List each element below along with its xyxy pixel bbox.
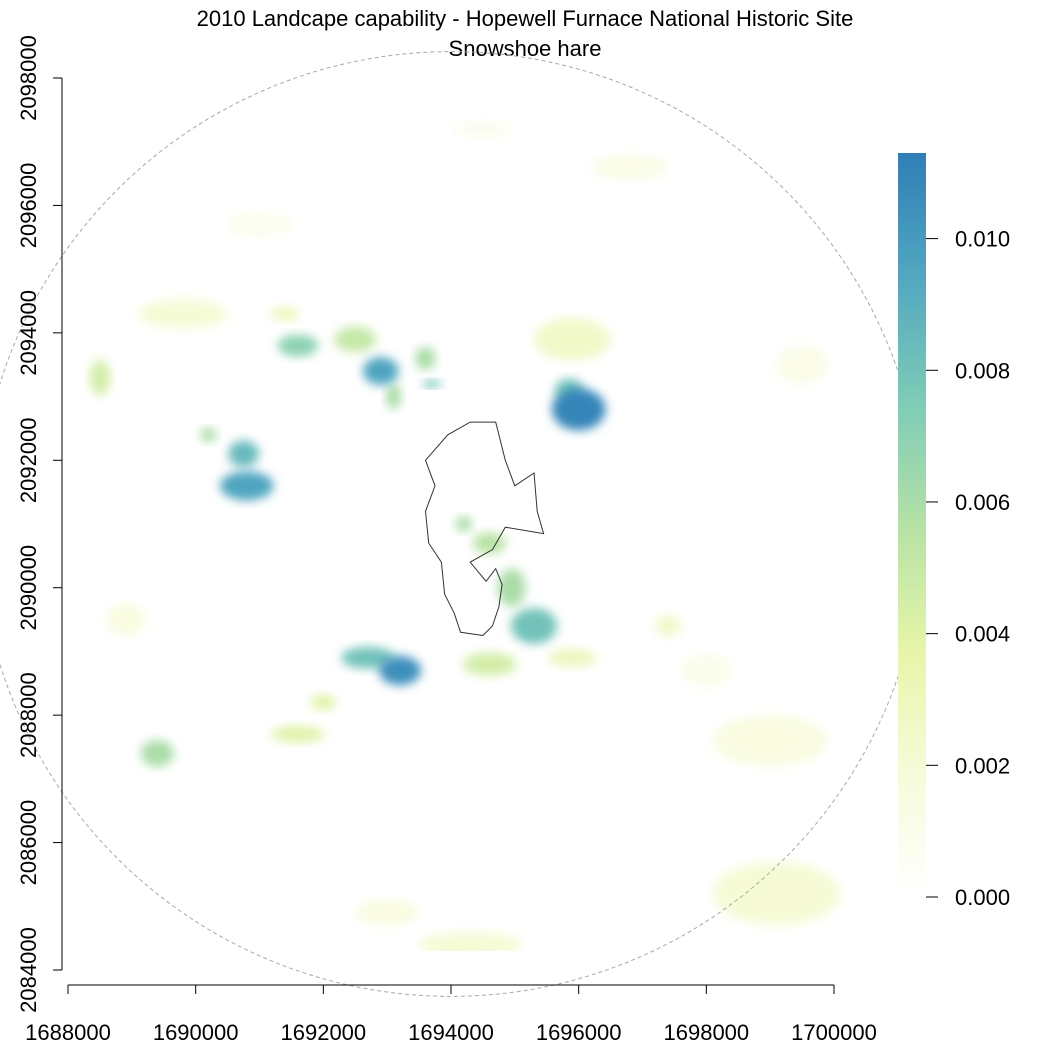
raster-patch-29 bbox=[341, 646, 395, 669]
raster-patch-23 bbox=[415, 346, 436, 370]
x-tick-label-3: 1694000 bbox=[408, 1020, 494, 1045]
raster-patch-31 bbox=[511, 608, 557, 644]
legend-tick-label-3: 0.006 bbox=[955, 490, 1010, 515]
legend-tick-label-1: 0.002 bbox=[955, 753, 1010, 778]
raster-patch-5 bbox=[712, 715, 828, 767]
x-tick-label-4: 1696000 bbox=[536, 1020, 622, 1045]
legend-tick-label-5: 0.010 bbox=[955, 227, 1010, 252]
y-tick-label-1: 2086000 bbox=[16, 800, 41, 886]
raster-patch-22 bbox=[385, 383, 402, 410]
y-tick-label-0: 2084000 bbox=[16, 927, 41, 1013]
y-tick-label-7: 2098000 bbox=[16, 35, 41, 121]
raster-patch-9 bbox=[712, 861, 841, 926]
x-tick-label-2: 1692000 bbox=[281, 1020, 367, 1045]
y-tick-label-4: 2092000 bbox=[16, 417, 41, 503]
raster-patch-13 bbox=[270, 306, 300, 321]
raster-patch-3 bbox=[591, 154, 669, 180]
raster-patch-11 bbox=[533, 318, 611, 361]
raster-patch-24 bbox=[497, 568, 526, 607]
raster-patch-1 bbox=[227, 211, 292, 238]
raster-patch-6 bbox=[355, 899, 420, 926]
raster-patch-10 bbox=[419, 931, 522, 951]
raster-patch-30 bbox=[422, 379, 442, 388]
y-tick-label-3: 2090000 bbox=[16, 545, 41, 631]
raster-patch-14 bbox=[548, 648, 597, 667]
y-tick-label-6: 2096000 bbox=[16, 163, 41, 249]
chart-title: 2010 Landcape capability - Hopewell Furn… bbox=[196, 6, 854, 31]
raster-patch-7 bbox=[106, 603, 145, 636]
capability-raster bbox=[89, 121, 841, 951]
raster-patch-26 bbox=[140, 739, 174, 767]
legend-colorbar bbox=[898, 153, 926, 897]
raster-patch-21 bbox=[200, 427, 217, 442]
chart-subtitle: Snowshoe hare bbox=[448, 36, 602, 61]
raster-patch-0 bbox=[451, 121, 515, 137]
color-legend: 0.000 0.002 0.004 0.006 0.008 0.010 bbox=[898, 153, 1010, 910]
raster-patch-36 bbox=[551, 388, 606, 431]
raster-patch-27 bbox=[277, 334, 319, 357]
raster-patch-12 bbox=[655, 615, 681, 637]
raster-patch-15 bbox=[270, 725, 325, 743]
raster-patch-17 bbox=[462, 652, 517, 676]
y-tick-label-2: 2088000 bbox=[16, 672, 41, 758]
raster-patch-20 bbox=[472, 532, 506, 554]
raster-patch-18 bbox=[89, 359, 111, 396]
raster-patch-4 bbox=[776, 345, 828, 384]
raster-patch-32 bbox=[228, 440, 259, 468]
x-tick-label-5: 1698000 bbox=[664, 1020, 750, 1045]
raster-patch-35 bbox=[378, 655, 421, 686]
raster-patch-2 bbox=[680, 653, 732, 688]
legend-tick-label-4: 0.008 bbox=[955, 358, 1010, 383]
legend-tick-label-2: 0.004 bbox=[955, 622, 1010, 647]
legend-tick-label-0: 0.000 bbox=[955, 885, 1010, 910]
raster-patch-34 bbox=[362, 357, 399, 386]
park-boundary bbox=[424, 421, 545, 637]
raster-patch-16 bbox=[310, 694, 337, 711]
raster-patch-25 bbox=[455, 516, 473, 532]
raster-patch-8 bbox=[138, 299, 228, 329]
axes: 1688000 1690000 1692000 1694000 1696000 16980… bbox=[16, 35, 877, 1045]
x-tick-label-1: 1690000 bbox=[153, 1020, 239, 1045]
x-tick-label-0: 1688000 bbox=[25, 1020, 111, 1045]
raster-patch-33 bbox=[219, 471, 274, 501]
y-tick-label-5: 2094000 bbox=[16, 290, 41, 376]
raster-patch-19 bbox=[334, 326, 377, 352]
x-tick-label-6: 1700000 bbox=[791, 1020, 877, 1045]
